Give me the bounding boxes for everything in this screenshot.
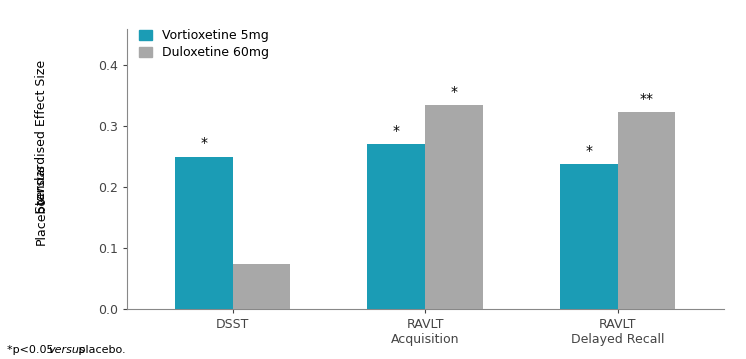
Text: Standardised Effect Size: Standardised Effect Size [34, 60, 48, 213]
Text: Placebo: Placebo [34, 196, 48, 245]
Text: *: * [393, 124, 400, 138]
Bar [560, 164, 618, 309]
Bar [368, 144, 425, 309]
Legend: Vortioxetine 5mg, Duloxetine 60mg: Vortioxetine 5mg, Duloxetine 60mg [139, 29, 269, 59]
Bar [175, 157, 233, 309]
Bar [425, 105, 483, 309]
Text: *: * [451, 85, 457, 99]
Text: *: * [586, 144, 592, 158]
Text: placebo.: placebo. [75, 345, 125, 355]
Text: **: ** [639, 92, 653, 106]
Text: *: * [201, 136, 207, 150]
Bar [618, 112, 675, 309]
Text: *p<0.05: *p<0.05 [7, 345, 57, 355]
Text: versus: versus [34, 164, 48, 205]
Bar [233, 264, 290, 309]
Text: versus: versus [48, 345, 85, 355]
